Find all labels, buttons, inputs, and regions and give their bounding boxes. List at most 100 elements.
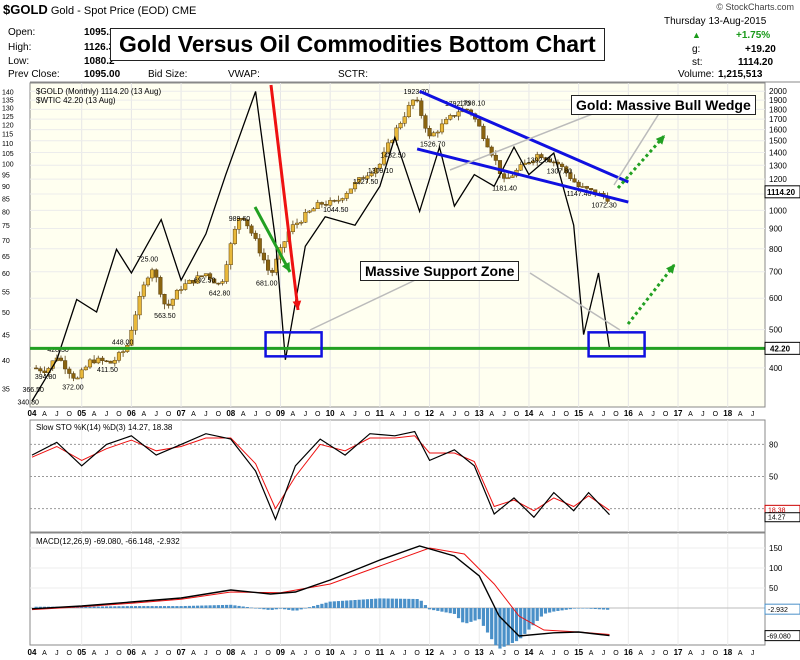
gold-breakout-arrow-head xyxy=(655,135,665,145)
oil-axis-tick-label: 95 xyxy=(2,173,10,180)
gold-candle xyxy=(526,162,531,165)
oil-axis-tick-label: 100 xyxy=(2,162,14,169)
gold-candle xyxy=(212,278,217,284)
gold-candle xyxy=(531,160,536,164)
macd-histogram-bar xyxy=(411,598,415,608)
macd-histogram-bar xyxy=(104,606,109,608)
macd-x-tick-label: A xyxy=(42,650,47,657)
gold-candle xyxy=(439,123,445,133)
macd-histogram-bar xyxy=(568,608,572,610)
macd-histogram-bar xyxy=(407,598,411,608)
macd-histogram-bar xyxy=(42,606,47,608)
macd-histogram-bar xyxy=(539,608,543,617)
gold-candle xyxy=(158,277,163,295)
macd-x-tick-label: 15 xyxy=(574,648,583,657)
gold-price-label: 1181.40 xyxy=(492,186,517,193)
macd-x-tick-label: 16 xyxy=(624,648,633,657)
macd-hist-tag: -2.932 xyxy=(768,607,788,614)
gold-candle xyxy=(493,154,498,161)
gold-price-label: 1432.50 xyxy=(380,153,405,160)
macd-x-tick-label: O xyxy=(663,650,669,657)
macd-histogram-bar xyxy=(394,598,399,608)
macd-x-tick-label: 12 xyxy=(425,648,434,657)
oil-axis-tick-label: 130 xyxy=(2,105,14,112)
gold-axis-tick-label: 800 xyxy=(769,245,783,254)
macd-x-tick-label: O xyxy=(116,650,122,657)
macd-histogram-bar xyxy=(96,606,100,608)
oil-axis-tick-label: 120 xyxy=(2,123,14,130)
macd-histogram-bar xyxy=(577,608,581,609)
gold-candle xyxy=(166,303,171,306)
macd-histogram-bar xyxy=(593,608,597,610)
stoch-axis-tick-label: 80 xyxy=(769,440,778,449)
gold-price-label: 411.50 xyxy=(97,367,118,374)
price-x-tick-label: 15 xyxy=(574,409,583,418)
price-x-tick-label: J xyxy=(552,411,556,418)
change-value: +19.20 xyxy=(745,44,776,55)
macd-histogram-bar xyxy=(444,608,448,613)
wedge-pointer-left xyxy=(449,110,601,171)
prev-close-label: Prev Close: xyxy=(8,69,60,80)
gold-candle xyxy=(232,229,237,244)
change-label: g: xyxy=(692,44,701,55)
gold-axis-tick-label: 1500 xyxy=(769,137,787,146)
last-label: st: xyxy=(692,57,703,68)
support-pointer-right xyxy=(529,272,621,331)
macd-histogram-bar xyxy=(125,606,129,608)
macd-histogram-bar xyxy=(556,608,560,611)
macd-x-tick-label: 18 xyxy=(723,648,732,657)
macd-histogram-bar xyxy=(560,608,564,611)
gold-price-label: 1392.60 xyxy=(527,157,552,164)
support-pointer-left xyxy=(309,272,431,331)
macd-x-tick-label: A xyxy=(141,650,146,657)
gold-candle xyxy=(572,178,577,183)
macd-histogram-bar xyxy=(456,608,461,619)
gold-price-label: 372.00 xyxy=(62,384,84,391)
price-x-tick-label: J xyxy=(602,411,606,418)
macd-histogram-bar xyxy=(241,606,245,608)
macd-histogram-bar xyxy=(548,608,552,613)
macd-histogram-bar xyxy=(481,608,485,626)
gold-candle xyxy=(58,357,64,361)
macd-histogram-bar xyxy=(113,606,117,608)
macd-histogram-bar xyxy=(245,607,249,608)
gold-candle xyxy=(369,173,374,177)
macd-histogram-bar xyxy=(564,608,568,610)
macd-histogram-bar xyxy=(225,604,229,608)
support-zone-callout: Massive Support Zone xyxy=(360,261,520,281)
gold-last-tag-box xyxy=(764,185,800,199)
gold-candle xyxy=(195,275,200,284)
symbol-line: $GOLD Gold - Spot Price (EOD) CME xyxy=(3,2,196,17)
macd-histogram-bar xyxy=(121,606,125,608)
gold-candle xyxy=(121,351,126,353)
last-value: 1114.20 xyxy=(738,57,774,68)
macd-x-tick-label: O xyxy=(265,650,271,657)
macd-histogram-bar xyxy=(473,608,477,621)
gold-candle xyxy=(282,241,287,248)
macd-histogram-bar xyxy=(531,608,535,626)
oil-legend-label: $WTIC 42.20 (13 Aug) xyxy=(36,96,116,105)
price-x-tick-label: J xyxy=(701,411,705,418)
macd-histogram-bar xyxy=(490,608,494,640)
gold-axis-tick-label: 500 xyxy=(769,326,783,335)
stoch-k-tag: 14.27 xyxy=(768,515,786,522)
macd-histogram-bar xyxy=(191,605,196,608)
gold-axis-tick-label: 1300 xyxy=(769,161,787,170)
price-x-tick-label: J xyxy=(55,411,59,418)
macd-histogram-bar xyxy=(510,608,514,643)
vwap-label: VWAP: xyxy=(228,69,260,80)
oil-axis-tick-label: 55 xyxy=(2,290,10,297)
gold-candle xyxy=(299,221,304,224)
price-x-tick-label: O xyxy=(414,411,420,418)
gold-candle xyxy=(406,105,411,117)
macd-histogram-bar xyxy=(175,606,179,608)
gold-candle xyxy=(224,264,229,282)
macd-x-tick-label: J xyxy=(154,650,158,657)
gold-price-label: 1072.30 xyxy=(591,202,616,209)
macd-histogram-bar xyxy=(469,608,473,622)
price-x-tick-label: A xyxy=(638,411,643,418)
gold-axis-tick-label: 1800 xyxy=(769,105,787,114)
macd-histogram-bar xyxy=(183,605,187,608)
price-x-tick-label: 14 xyxy=(524,409,533,418)
gold-candle xyxy=(311,208,316,212)
